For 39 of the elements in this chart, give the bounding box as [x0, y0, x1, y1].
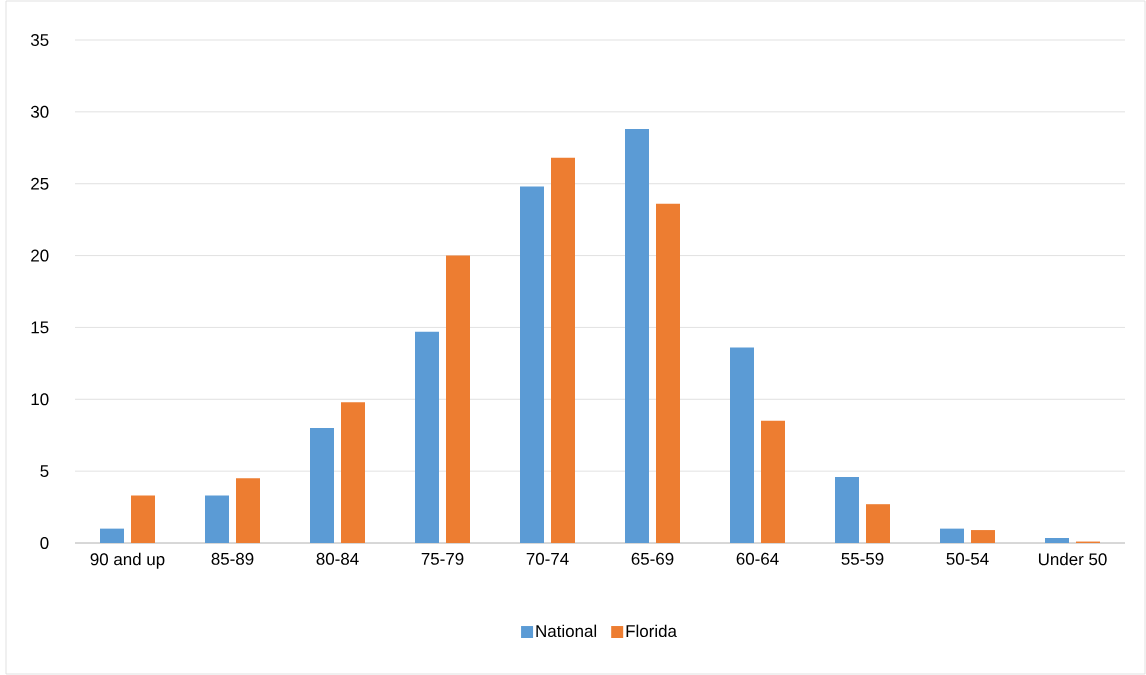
bar — [205, 495, 229, 543]
x-tick-label: 80-84 — [316, 552, 359, 565]
y-tick-label: 25 — [31, 177, 49, 190]
y-tick-label: 5 — [40, 465, 49, 478]
bar — [100, 528, 124, 543]
y-tick-label: 30 — [30, 105, 49, 118]
x-tick-label: 65-69 — [631, 552, 674, 565]
x-tick-label: 60-64 — [736, 552, 779, 565]
bar — [940, 528, 964, 543]
x-tick-label: 55-59 — [841, 552, 884, 565]
bar — [761, 420, 785, 543]
x-tick-label: 90 and up — [90, 552, 165, 569]
x-tick-label: 70-74 — [526, 552, 569, 565]
y-tick-label: 35 — [30, 34, 49, 46]
bar — [551, 157, 575, 543]
y-tick-label: 15 — [31, 321, 49, 334]
bar — [625, 129, 649, 543]
bar — [520, 186, 544, 543]
x-tick-label: Under 50 — [1038, 552, 1107, 566]
bar — [866, 504, 890, 543]
bar — [835, 476, 859, 543]
x-tick-label: 50-54 — [946, 552, 989, 565]
legend-label: Florida — [626, 624, 677, 638]
bar — [656, 203, 680, 543]
bar — [236, 478, 260, 543]
x-tick-label: 75-79 — [421, 552, 464, 565]
x-tick-label: 85-89 — [211, 552, 254, 565]
bar — [446, 255, 470, 543]
bar — [341, 402, 365, 543]
y-tick-label: 10 — [31, 393, 49, 406]
bar — [131, 495, 155, 543]
bar — [730, 347, 754, 543]
bar — [415, 331, 439, 543]
bar — [1045, 537, 1069, 543]
y-tick-label: 20 — [31, 249, 49, 262]
y-tick-label: 0 — [40, 537, 49, 549]
bar — [971, 530, 995, 543]
legend-label: National — [536, 624, 597, 638]
bar — [310, 428, 334, 543]
